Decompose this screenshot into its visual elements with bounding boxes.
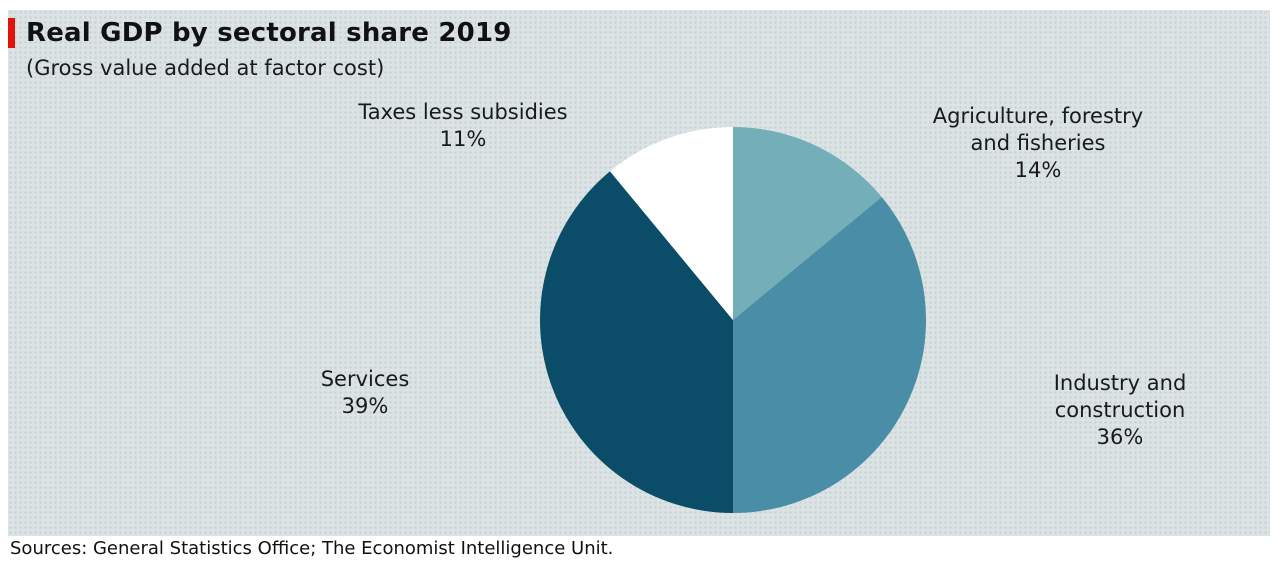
accent-bar xyxy=(8,18,15,48)
slice-value-industry: 36% xyxy=(1096,425,1144,449)
slice-value-taxes: 11% xyxy=(439,127,487,151)
slice-label-services-line-1: Services xyxy=(320,367,410,391)
slice-label-industry-line-1: Industry and xyxy=(1053,371,1187,395)
slice-label-agriculture-line-1: Agriculture, forestry xyxy=(932,104,1144,128)
pie-slice-services xyxy=(540,171,733,514)
pie-slice-agriculture xyxy=(733,127,882,320)
slice-label-agriculture: Agriculture, forestry and fisheries 14% xyxy=(878,103,1198,184)
slice-value-agriculture: 14% xyxy=(1014,158,1062,182)
slice-label-taxes-line-1: Taxes less subsidies xyxy=(358,100,568,124)
source-note: Sources: General Statistics Office; The … xyxy=(10,538,614,559)
chart-title: Real GDP by sectoral share 2019 xyxy=(26,18,512,48)
slice-label-agriculture-line-2: and fisheries xyxy=(970,131,1106,155)
slice-label-taxes: Taxes less subsidies 11% xyxy=(298,99,628,153)
slice-label-industry-line-2: construction xyxy=(1054,398,1186,422)
chart-subtitle: (Gross value added at factor cost) xyxy=(26,56,385,80)
pie-slice-industry xyxy=(733,196,926,514)
pie-slice-taxes xyxy=(609,127,733,320)
slice-label-services: Services 39% xyxy=(300,366,430,420)
slice-value-services: 39% xyxy=(341,394,389,418)
slice-label-industry: Industry and construction 36% xyxy=(1010,370,1230,451)
